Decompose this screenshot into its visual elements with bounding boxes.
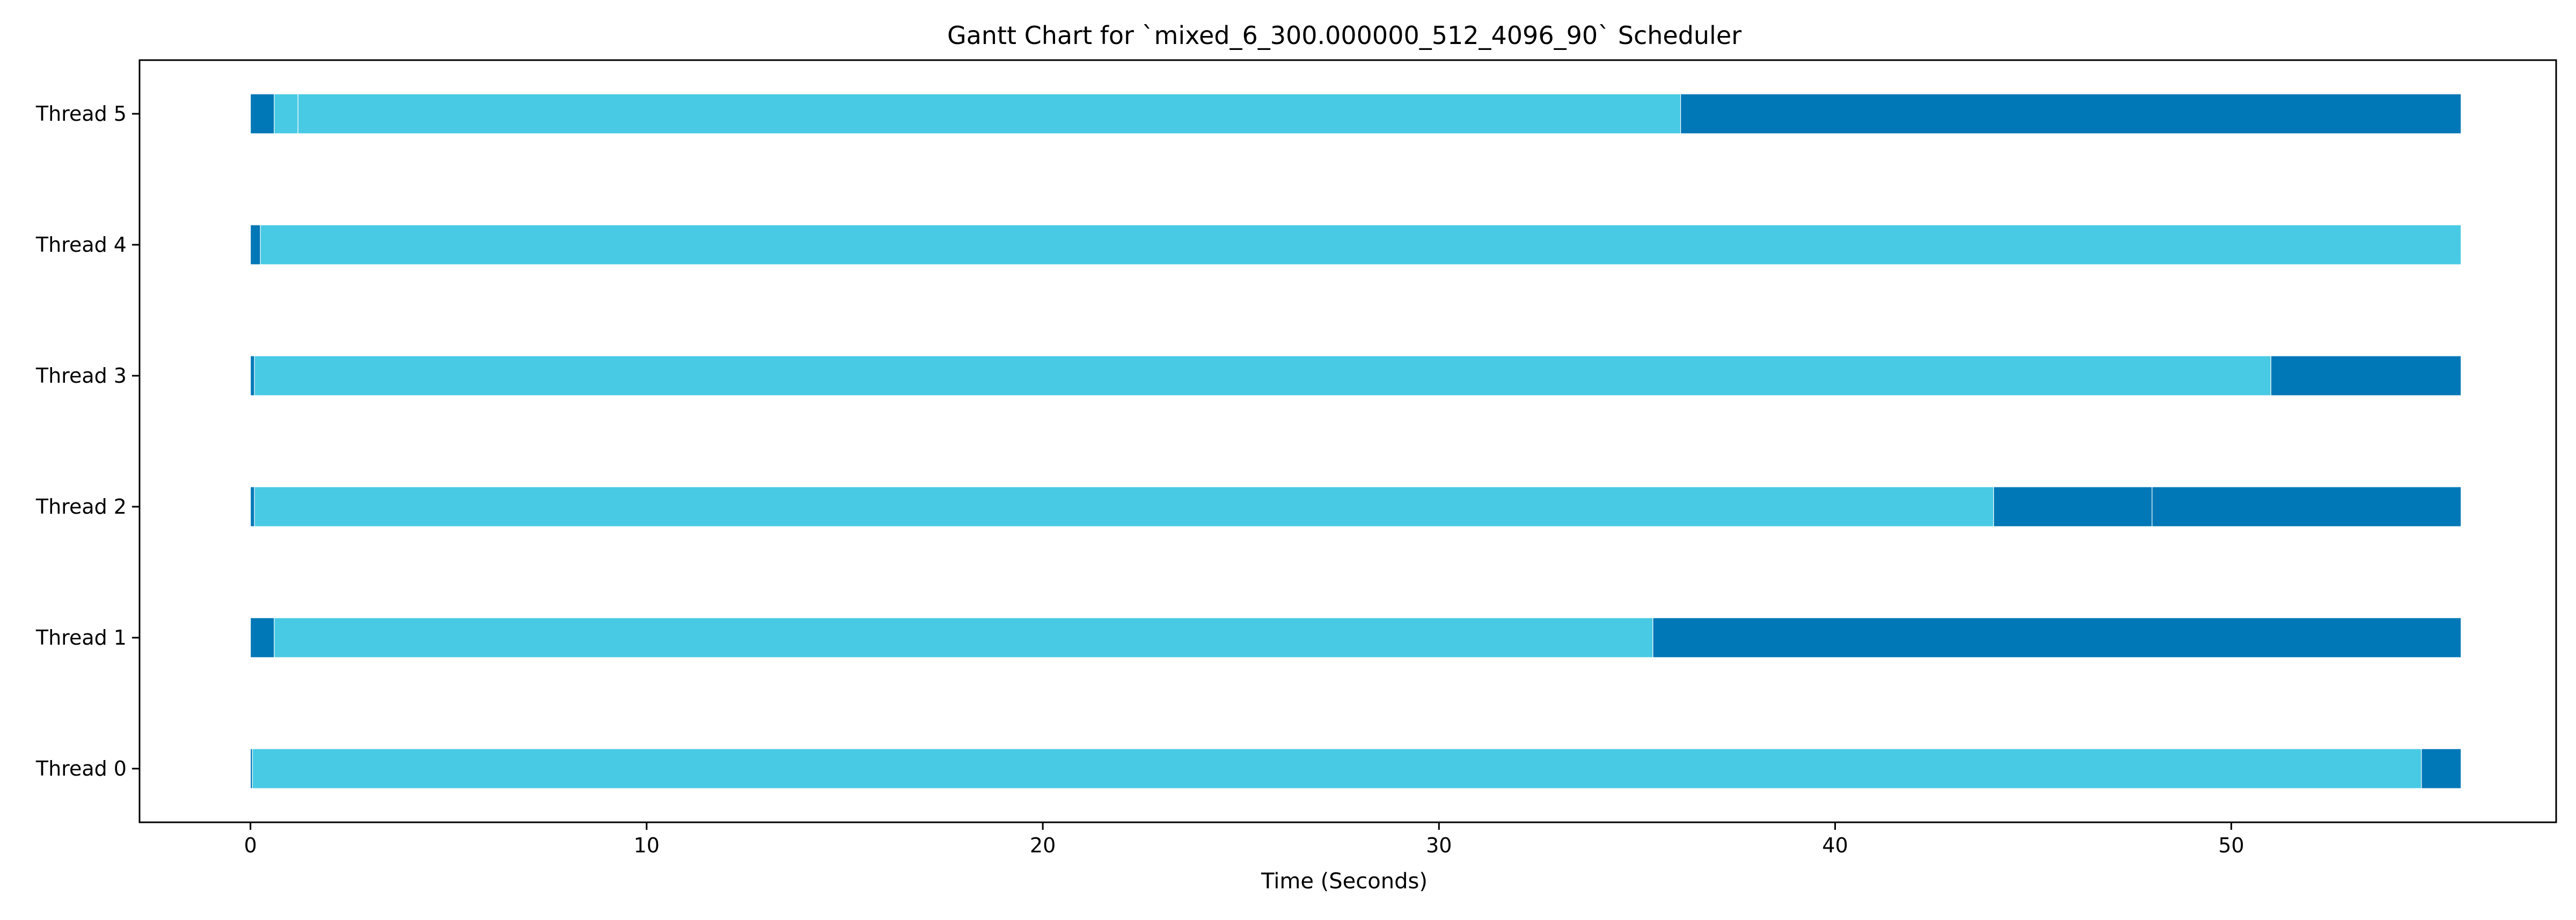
bar-segment-thread-1-1: [274, 617, 1653, 658]
bar-segment-thread-0-2: [2421, 748, 2462, 789]
x-tick-label-3: 30: [1426, 834, 1452, 857]
bar-segment-thread-2-3: [2151, 486, 2462, 527]
bar-segment-thread-3-2: [2270, 355, 2462, 396]
x-axis-ticks: 0 10 20 30 40 50: [244, 822, 2244, 857]
bars-layer: [250, 93, 2462, 789]
bar-segment-thread-3-0: [250, 355, 255, 396]
x-tick-label-0: 0: [244, 834, 257, 857]
bar-segment-thread-1-0: [250, 617, 275, 658]
bar-segment-thread-2-2: [1993, 486, 2153, 527]
y-tick-label-1: Thread 1: [35, 626, 127, 649]
x-axis-label: Time (Seconds): [1261, 869, 1428, 894]
y-tick-label-3: Thread 3: [35, 364, 127, 388]
y-tick-label-5: Thread 5: [35, 102, 127, 126]
y-axis-ticks: Thread 0 Thread 1 Thread 2 Thread 3 Thread 4…: [35, 102, 140, 780]
x-tick-label-5: 50: [2218, 834, 2244, 857]
bar-segment-thread-5-2: [297, 93, 1681, 134]
y-tick-label-4: Thread 4: [35, 233, 127, 257]
x-tick-label-4: 40: [1822, 834, 1848, 857]
bar-segment-thread-5-3: [1680, 93, 2462, 134]
plot-frame: [138, 59, 2557, 823]
y-tick-label-0: Thread 0: [35, 757, 127, 780]
bar-segment-thread-4-1: [260, 224, 2462, 265]
bar-segment-thread-1-2: [1652, 617, 2462, 658]
chart-title: Gantt Chart for `mixed_6_300.000000_512_…: [947, 21, 1741, 50]
bar-segment-thread-2-1: [254, 486, 1994, 527]
x-tick-label-2: 20: [1030, 834, 1056, 857]
bar-segment-thread-4-0: [250, 224, 261, 265]
x-tick-label-1: 10: [634, 834, 660, 857]
bar-segment-thread-2-0: [250, 486, 255, 527]
y-tick-label-2: Thread 2: [35, 495, 127, 519]
bar-segment-thread-3-1: [254, 355, 2272, 396]
bar-segment-thread-5-1: [274, 93, 298, 134]
bar-segment-thread-5-0: [250, 93, 275, 134]
bar-segment-thread-0-1: [252, 748, 2422, 789]
